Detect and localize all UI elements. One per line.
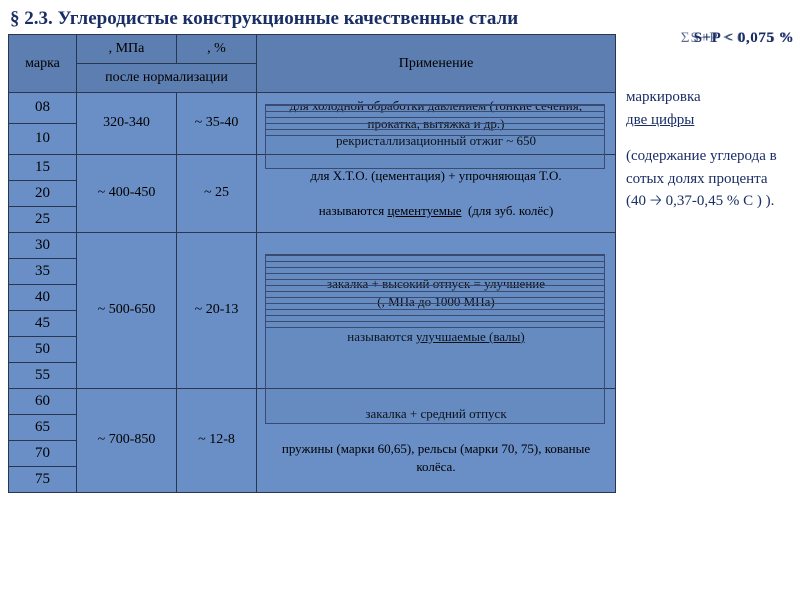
mark-cell: 20: [9, 180, 77, 206]
pct-cell: ~ 35-40: [177, 93, 257, 155]
side-para: (содержание углерода в сотых долях проце…: [626, 145, 788, 213]
mark-cell: 10: [9, 123, 77, 154]
use-cell: для Х.Т.О. (цементация) + упрочняющая Т.…: [257, 154, 616, 232]
steel-table: марка , МПа , % Применение после нормали…: [8, 34, 616, 493]
mark-cell: 35: [9, 258, 77, 284]
mark-cell: 30: [9, 232, 77, 258]
mark-cell: 08: [9, 93, 77, 124]
mark-cell: 25: [9, 206, 77, 232]
mark-cell: 40: [9, 284, 77, 310]
pct-cell: ~ 25: [177, 154, 257, 232]
mpa-cell: ~ 500-650: [77, 232, 177, 388]
mark-cell: 50: [9, 336, 77, 362]
use-cell: для холодной обработки давлением (тонкие…: [257, 93, 616, 155]
mark-cell: 65: [9, 414, 77, 440]
mark-cell: 45: [9, 310, 77, 336]
hdr-mark: марка: [9, 35, 77, 93]
pct-cell: ~ 20-13: [177, 232, 257, 388]
side-line1: маркировка: [626, 86, 788, 109]
hdr-mpa: , МПа: [77, 35, 177, 64]
mark-cell: 55: [9, 362, 77, 388]
hdr-pct: , %: [177, 35, 257, 64]
hdr-sub: после нормализации: [77, 64, 257, 93]
mark-cell: 75: [9, 466, 77, 492]
sidebar-notes: маркировка две цифры (содержание углерод…: [616, 34, 792, 493]
mark-cell: 70: [9, 440, 77, 466]
mark-cell: 15: [9, 154, 77, 180]
mpa-cell: ~ 700-850: [77, 388, 177, 492]
pct-cell: ~ 12-8: [177, 388, 257, 492]
mpa-cell: 320-340: [77, 93, 177, 155]
mpa-cell: ~ 400-450: [77, 154, 177, 232]
hdr-use: Применение: [257, 35, 616, 93]
mark-cell: 60: [9, 388, 77, 414]
side-line2: две цифры: [626, 109, 788, 132]
use-cell: закалка + средний отпускпружины (марки 6…: [257, 388, 616, 492]
use-cell: закалка + высокий отпуск = улучшение(, М…: [257, 232, 616, 388]
section-title: § 2.3. Углеродистые конструкционные каче…: [0, 0, 800, 34]
